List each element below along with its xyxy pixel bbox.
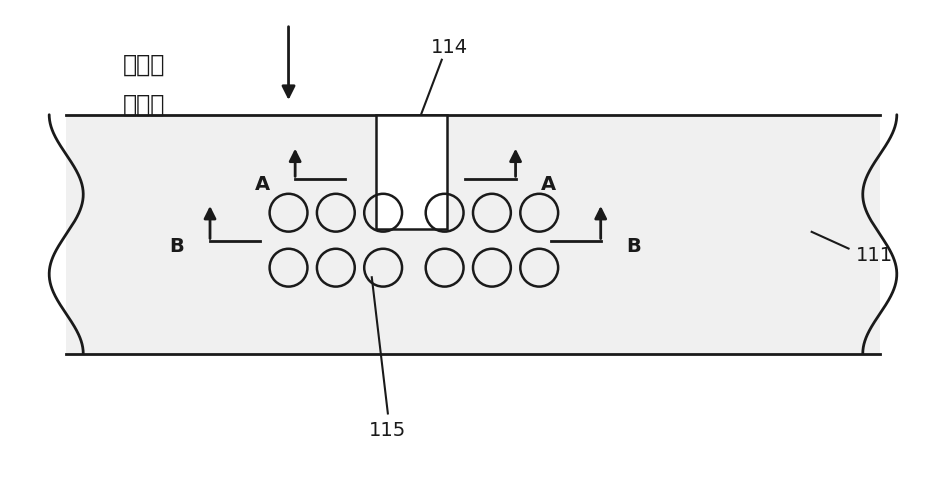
Text: 纱线前: 纱线前	[123, 53, 166, 76]
Text: 114: 114	[430, 38, 467, 57]
Text: A: A	[541, 174, 556, 194]
Text: 111: 111	[856, 246, 893, 265]
Bar	[377, 115, 447, 229]
Text: A: A	[254, 174, 270, 194]
Text: B: B	[169, 237, 184, 256]
Text: 115: 115	[369, 421, 407, 440]
Text: 进方向: 进方向	[123, 93, 166, 117]
Text: B: B	[626, 237, 641, 256]
Polygon shape	[66, 115, 880, 354]
